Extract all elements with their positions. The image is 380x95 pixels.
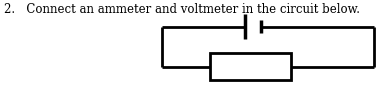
Text: 2.   Connect an ammeter and voltmeter in the circuit below.: 2. Connect an ammeter and voltmeter in t…	[4, 3, 360, 16]
Bar	[211, 53, 291, 80]
